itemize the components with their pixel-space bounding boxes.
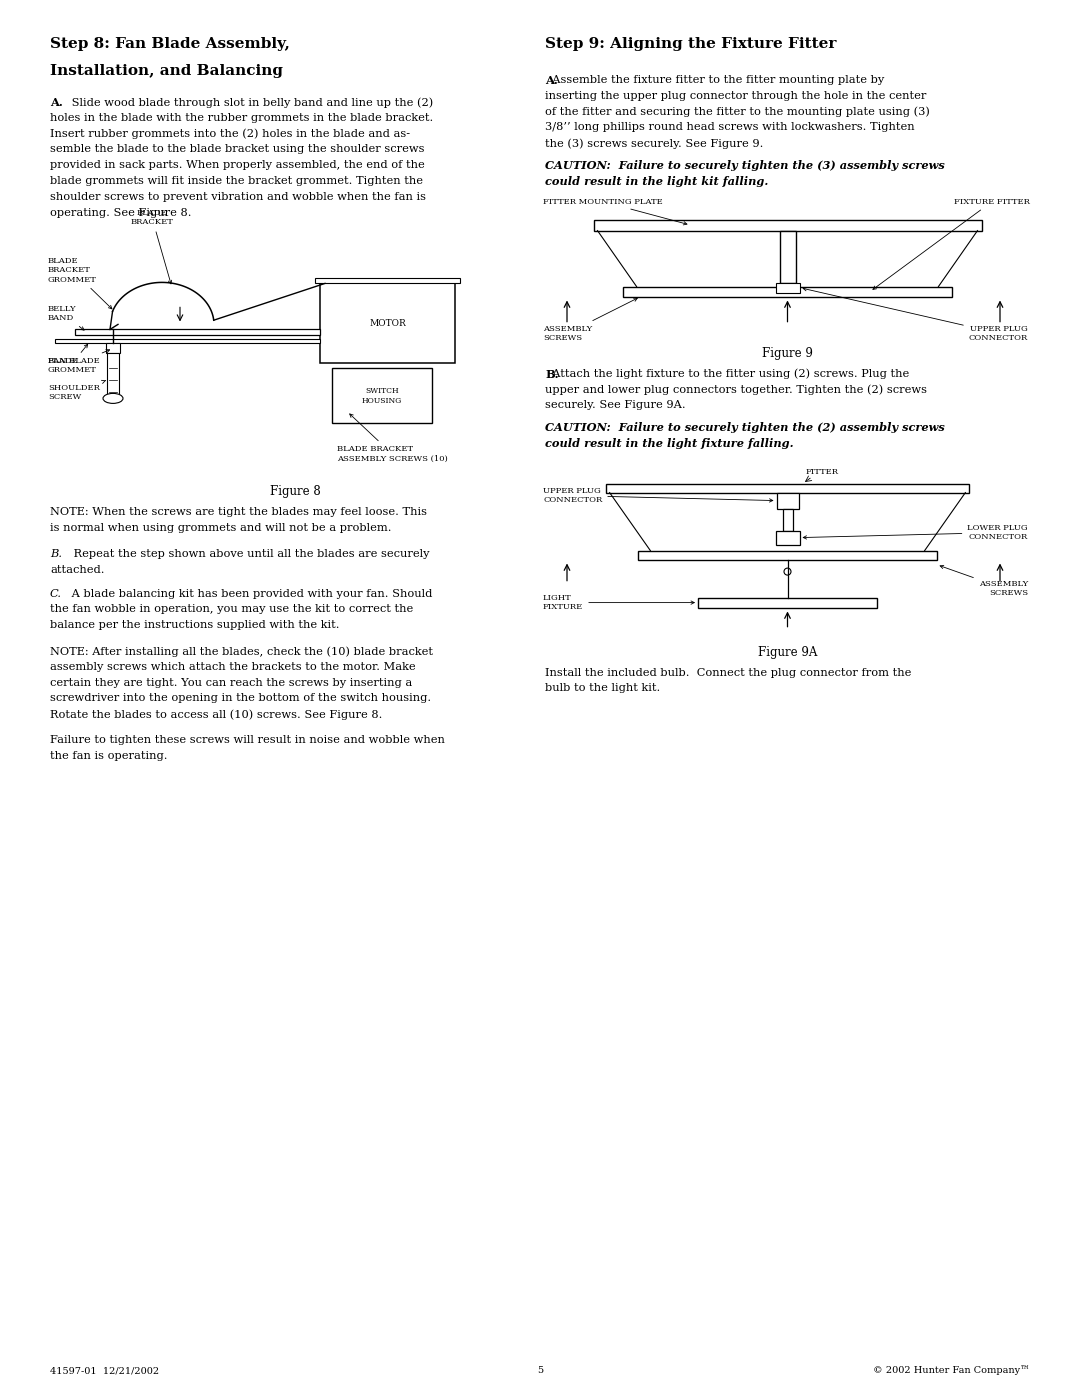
Text: inserting the upper plug connector through the hole in the center: inserting the upper plug connector throu… xyxy=(545,91,927,101)
Text: FITTER: FITTER xyxy=(806,468,839,475)
Text: attached.: attached. xyxy=(50,564,105,574)
Text: Insert rubber grommets into the (2) holes in the blade and as-: Insert rubber grommets into the (2) hole… xyxy=(50,129,410,140)
Text: Slide wood blade through slot in belly band and line up the (2): Slide wood blade through slot in belly b… xyxy=(68,96,433,108)
Text: holes in the blade with the rubber grommets in the blade bracket.: holes in the blade with the rubber gromm… xyxy=(50,113,433,123)
Text: BELLY
BAND: BELLY BAND xyxy=(48,305,84,330)
Text: operating. See Figure 8.: operating. See Figure 8. xyxy=(50,208,191,218)
Text: Attach the light fixture to the fitter using (2) screws. Plug the: Attach the light fixture to the fitter u… xyxy=(545,369,909,379)
Text: UPPER PLUG
CONNECTOR: UPPER PLUG CONNECTOR xyxy=(804,288,1028,342)
Text: the fan wobble in operation, you may use the kit to correct the: the fan wobble in operation, you may use… xyxy=(50,605,414,615)
Text: screwdriver into the opening in the bottom of the switch housing.: screwdriver into the opening in the bott… xyxy=(50,693,431,704)
Bar xyxy=(315,278,460,284)
Bar xyxy=(606,483,970,493)
Text: CAUTION:  Failure to securely tighten the (2) assembly screws: CAUTION: Failure to securely tighten the… xyxy=(545,422,945,433)
Text: B.: B. xyxy=(545,369,558,380)
Bar xyxy=(698,598,877,608)
Bar xyxy=(594,219,982,231)
Text: Install the included bulb.  Connect the plug connector from the: Install the included bulb. Connect the p… xyxy=(545,668,912,678)
Text: LIGHT
FIXTURE: LIGHT FIXTURE xyxy=(543,594,694,612)
Text: blade grommets will fit inside the bracket grommet. Tighten the: blade grommets will fit inside the brack… xyxy=(50,176,423,186)
Bar xyxy=(775,531,799,545)
Text: could result in the light fixture falling.: could result in the light fixture fallin… xyxy=(545,437,794,448)
Text: provided in sack parts. When properly assembled, the end of the: provided in sack parts. When properly as… xyxy=(50,161,424,170)
Text: NOTE: When the screws are tight the blades may feel loose. This: NOTE: When the screws are tight the blad… xyxy=(50,507,427,517)
Text: Step 8: Fan Blade Assembly,: Step 8: Fan Blade Assembly, xyxy=(50,36,289,52)
Text: © 2002 Hunter Fan Company™: © 2002 Hunter Fan Company™ xyxy=(873,1365,1030,1375)
Bar xyxy=(777,493,798,509)
Text: Assemble the fixture fitter to the fitter mounting plate by: Assemble the fixture fitter to the fitte… xyxy=(545,75,885,85)
Text: balance per the instructions supplied with the kit.: balance per the instructions supplied wi… xyxy=(50,620,339,630)
Text: Rotate the blades to access all (10) screws. See Figure 8.: Rotate the blades to access all (10) scr… xyxy=(50,710,382,719)
Text: BLADE
BRACKET
GROMMET: BLADE BRACKET GROMMET xyxy=(48,257,112,309)
Text: B.: B. xyxy=(50,549,62,559)
Text: bulb to the light kit.: bulb to the light kit. xyxy=(545,683,660,693)
Text: UPPER PLUG
CONNECTOR: UPPER PLUG CONNECTOR xyxy=(543,488,773,504)
Bar xyxy=(55,339,320,344)
Text: upper and lower plug connectors together. Tighten the (2) screws: upper and lower plug connectors together… xyxy=(545,384,927,395)
Text: ASSEMBLY
SCREWS: ASSEMBLY SCREWS xyxy=(543,299,637,342)
Text: A.: A. xyxy=(50,96,63,108)
Text: Figure 8: Figure 8 xyxy=(270,485,321,499)
Text: BLADE
BRACKET: BLADE BRACKET xyxy=(131,210,174,284)
Bar xyxy=(75,330,320,335)
Text: NOTE: After installing all the blades, check the (10) blade bracket: NOTE: After installing all the blades, c… xyxy=(50,645,433,657)
Text: Installation, and Balancing: Installation, and Balancing xyxy=(50,64,283,78)
Text: BLADE
GROMMET: BLADE GROMMET xyxy=(48,349,109,374)
Ellipse shape xyxy=(784,569,791,576)
Text: Figure 9: Figure 9 xyxy=(762,346,813,359)
Text: FITTER MOUNTING PLATE: FITTER MOUNTING PLATE xyxy=(543,197,687,225)
Text: BLADE BRACKET
ASSEMBLY SCREWS (10): BLADE BRACKET ASSEMBLY SCREWS (10) xyxy=(337,414,448,462)
Text: the (3) screws securely. See Figure 9.: the (3) screws securely. See Figure 9. xyxy=(545,138,764,148)
Text: is normal when using grommets and will not be a problem.: is normal when using grommets and will n… xyxy=(50,524,391,534)
Ellipse shape xyxy=(103,394,123,404)
Text: Step 9: Aligning the Fixture Fitter: Step 9: Aligning the Fixture Fitter xyxy=(545,36,836,52)
Text: semble the blade to the blade bracket using the shoulder screws: semble the blade to the blade bracket us… xyxy=(50,144,424,155)
Text: Repeat the step shown above until all the blades are securely: Repeat the step shown above until all th… xyxy=(70,549,430,559)
Text: SWITCH
HOUSING: SWITCH HOUSING xyxy=(362,387,402,405)
Text: 3/8’’ long phillips round head screws with lockwashers. Tighten: 3/8’’ long phillips round head screws wi… xyxy=(545,123,915,133)
Text: 5: 5 xyxy=(537,1366,543,1375)
Text: assembly screws which attach the brackets to the motor. Make: assembly screws which attach the bracket… xyxy=(50,662,416,672)
Text: could result in the light kit falling.: could result in the light kit falling. xyxy=(545,176,768,187)
Bar xyxy=(783,509,793,531)
Text: 41597-01  12/21/2002: 41597-01 12/21/2002 xyxy=(50,1366,159,1375)
Bar xyxy=(106,344,120,353)
Text: of the fitter and securing the fitter to the mounting plate using (3): of the fitter and securing the fitter to… xyxy=(545,106,930,117)
Text: securely. See Figure 9A.: securely. See Figure 9A. xyxy=(545,400,686,411)
Bar xyxy=(780,231,796,282)
Text: ASSEMBLY
SCREWS: ASSEMBLY SCREWS xyxy=(940,566,1028,597)
Text: A blade balancing kit has been provided with your fan. Should: A blade balancing kit has been provided … xyxy=(68,588,432,598)
Text: CAUTION:  Failure to securely tighten the (3) assembly screws: CAUTION: Failure to securely tighten the… xyxy=(545,161,945,170)
Text: Figure 9A: Figure 9A xyxy=(758,645,818,658)
Text: C.: C. xyxy=(50,588,62,598)
Text: certain they are tight. You can reach the screws by inserting a: certain they are tight. You can reach th… xyxy=(50,678,413,687)
Bar xyxy=(320,284,455,363)
Text: the fan is operating.: the fan is operating. xyxy=(50,750,167,761)
Bar xyxy=(107,353,119,398)
Text: shoulder screws to prevent vibration and wobble when the fan is: shoulder screws to prevent vibration and… xyxy=(50,191,426,201)
Bar xyxy=(638,550,936,560)
Text: A.: A. xyxy=(545,75,557,87)
Bar xyxy=(775,282,799,292)
Bar xyxy=(622,286,953,296)
Text: MOTOR: MOTOR xyxy=(369,319,406,328)
Text: FAN BLADE: FAN BLADE xyxy=(48,344,99,366)
Text: SHOULDER
SCREW: SHOULDER SCREW xyxy=(48,380,106,401)
Text: Failure to tighten these screws will result in noise and wobble when: Failure to tighten these screws will res… xyxy=(50,735,445,745)
Bar xyxy=(332,369,432,423)
Text: FIXTURE FITTER: FIXTURE FITTER xyxy=(873,197,1030,289)
Text: LOWER PLUG
CONNECTOR: LOWER PLUG CONNECTOR xyxy=(804,524,1028,541)
